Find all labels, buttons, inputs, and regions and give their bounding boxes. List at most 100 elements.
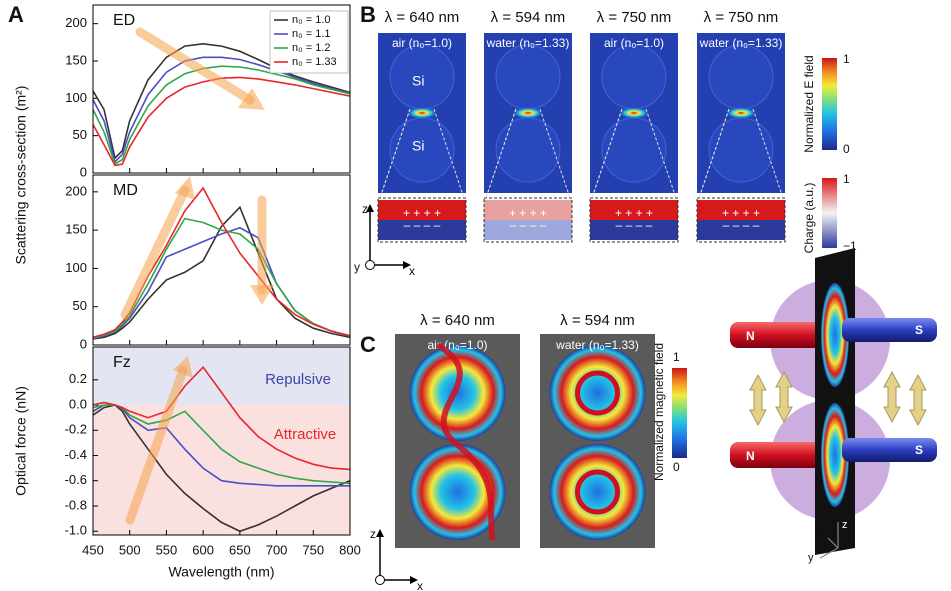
charge-sign: + + + + (722, 206, 760, 220)
zoom-guide (752, 108, 784, 199)
charge-bottom (590, 220, 678, 240)
zoom-guide (698, 108, 730, 199)
pole-label: N (746, 329, 755, 343)
zoom-frame (483, 197, 573, 243)
axes-c: z x (370, 527, 423, 591)
y-tick-label: 150 (65, 52, 87, 67)
panel-c: λ = 640 nm air (n₀=1.0) λ = 594 nm water (n… (395, 312, 655, 548)
panel-label: A (8, 2, 24, 27)
x-tick-label: 700 (266, 542, 288, 557)
charge-sign: – – – – (510, 218, 547, 232)
x-tick-label: 550 (156, 542, 178, 557)
region-label: Repulsive (265, 371, 331, 388)
y-tick-label: 200 (65, 15, 87, 30)
field-disc (549, 345, 646, 441)
axis-label: x (820, 529, 826, 541)
wavelength-title: λ = 594 nm (560, 312, 635, 329)
magnet-illustration: N S N S z x y (730, 248, 937, 564)
charge-sign: + + + + (403, 206, 441, 220)
series-line (93, 76, 350, 167)
legend-label: n₀ = 1.2 (292, 42, 331, 54)
y-tick-label: 200 (65, 183, 87, 198)
y-axis-label: Optical force (nN) (13, 386, 29, 496)
medium-label: air (n₀=1.0) (604, 36, 664, 50)
x-axis-label: Wavelength (nm) (168, 564, 274, 580)
charge-top (590, 200, 678, 220)
legend-label: n₀ = 1.0 (292, 14, 331, 26)
panel-label: B (360, 2, 376, 27)
annotation: Fz (113, 354, 131, 371)
wavelength-title: λ = 750 nm (597, 9, 672, 26)
particle (601, 117, 667, 183)
charge-bottom (484, 220, 572, 240)
colorbar-max: 1 (673, 350, 680, 364)
hotspot (512, 107, 544, 119)
pole-label: S (915, 323, 923, 337)
colorbar-min: 0 (843, 142, 850, 156)
colorbar-charge: 1 −1 Charge (a.u.) (802, 172, 857, 253)
medium-label: water (n₀=1.33) (555, 338, 639, 352)
series-line (93, 365, 350, 471)
y-tick-label: 100 (65, 260, 87, 275)
y-tick-label: -0.6 (65, 472, 87, 487)
charge-top (378, 200, 466, 220)
charge-bottom (697, 220, 785, 240)
y-tick-label: 0.0 (69, 396, 87, 411)
zoom-frame (377, 197, 467, 243)
y-tick-label: 50 (73, 298, 87, 313)
particle (601, 44, 667, 110)
medium-label: air (n₀=1.0) (427, 338, 487, 352)
medium-label: water (n₀=1.33) (699, 36, 783, 50)
x-tick-label: 450 (82, 542, 104, 557)
current-loop (575, 370, 620, 416)
particle (495, 44, 561, 110)
axis-label: x (417, 579, 423, 591)
y-axis-label: Scattering cross-section (m²) (13, 86, 29, 265)
wavelength-title: λ = 640 nm (385, 9, 460, 26)
axis-label: y (354, 260, 360, 274)
series-line (93, 186, 350, 339)
charge-top (484, 200, 572, 220)
y-tick-label: -0.4 (65, 447, 87, 462)
annotation: ED (113, 12, 135, 29)
colorbar-max: 1 (843, 52, 850, 66)
y-tick-label: -0.8 (65, 497, 87, 512)
region-label: Attractive (274, 426, 337, 443)
zoom-guide (645, 108, 677, 199)
colorbar-field: 1 0 Normalized E field (802, 52, 850, 156)
current-loop (575, 469, 620, 515)
charge-bottom (378, 220, 466, 240)
y-tick-label: 50 (73, 127, 87, 142)
wavelength-title: λ = 750 nm (704, 9, 779, 26)
particle-label: Si (412, 73, 424, 89)
axes-b: z y x (354, 202, 415, 278)
trend-arrowheads (173, 88, 274, 378)
annotation: MD (113, 182, 138, 199)
x-tick-label: 750 (302, 542, 324, 557)
charge-sign: – – – – (404, 218, 441, 232)
axis-label: z (842, 519, 848, 531)
colorbar-title: Normalized E field (802, 55, 816, 152)
legend-label: n₀ = 1.33 (292, 56, 337, 68)
x-tick-label: 650 (229, 542, 251, 557)
axis-label: z (362, 202, 368, 216)
zoom-frame (589, 197, 679, 243)
y-tick-label: 150 (65, 222, 87, 237)
wavelength-title: λ = 594 nm (491, 9, 566, 26)
x-tick-label: 800 (339, 542, 361, 557)
zoom-guide (379, 108, 411, 199)
field-disc (409, 345, 506, 441)
y-tick-label: 0 (80, 164, 87, 179)
series-line (93, 217, 350, 339)
zoom-frame (696, 197, 786, 243)
y-tick-label: -0.2 (65, 422, 87, 437)
plot-frame (92, 346, 351, 536)
hotspot (618, 107, 650, 119)
charge-sign: – – – – (616, 218, 653, 232)
plot-frame (92, 4, 351, 174)
charge-sign: + + + + (615, 206, 653, 220)
current-arrow (435, 342, 496, 541)
y-tick-label: 100 (65, 90, 87, 105)
x-tick-label: 500 (119, 542, 141, 557)
charge-top (697, 200, 785, 220)
